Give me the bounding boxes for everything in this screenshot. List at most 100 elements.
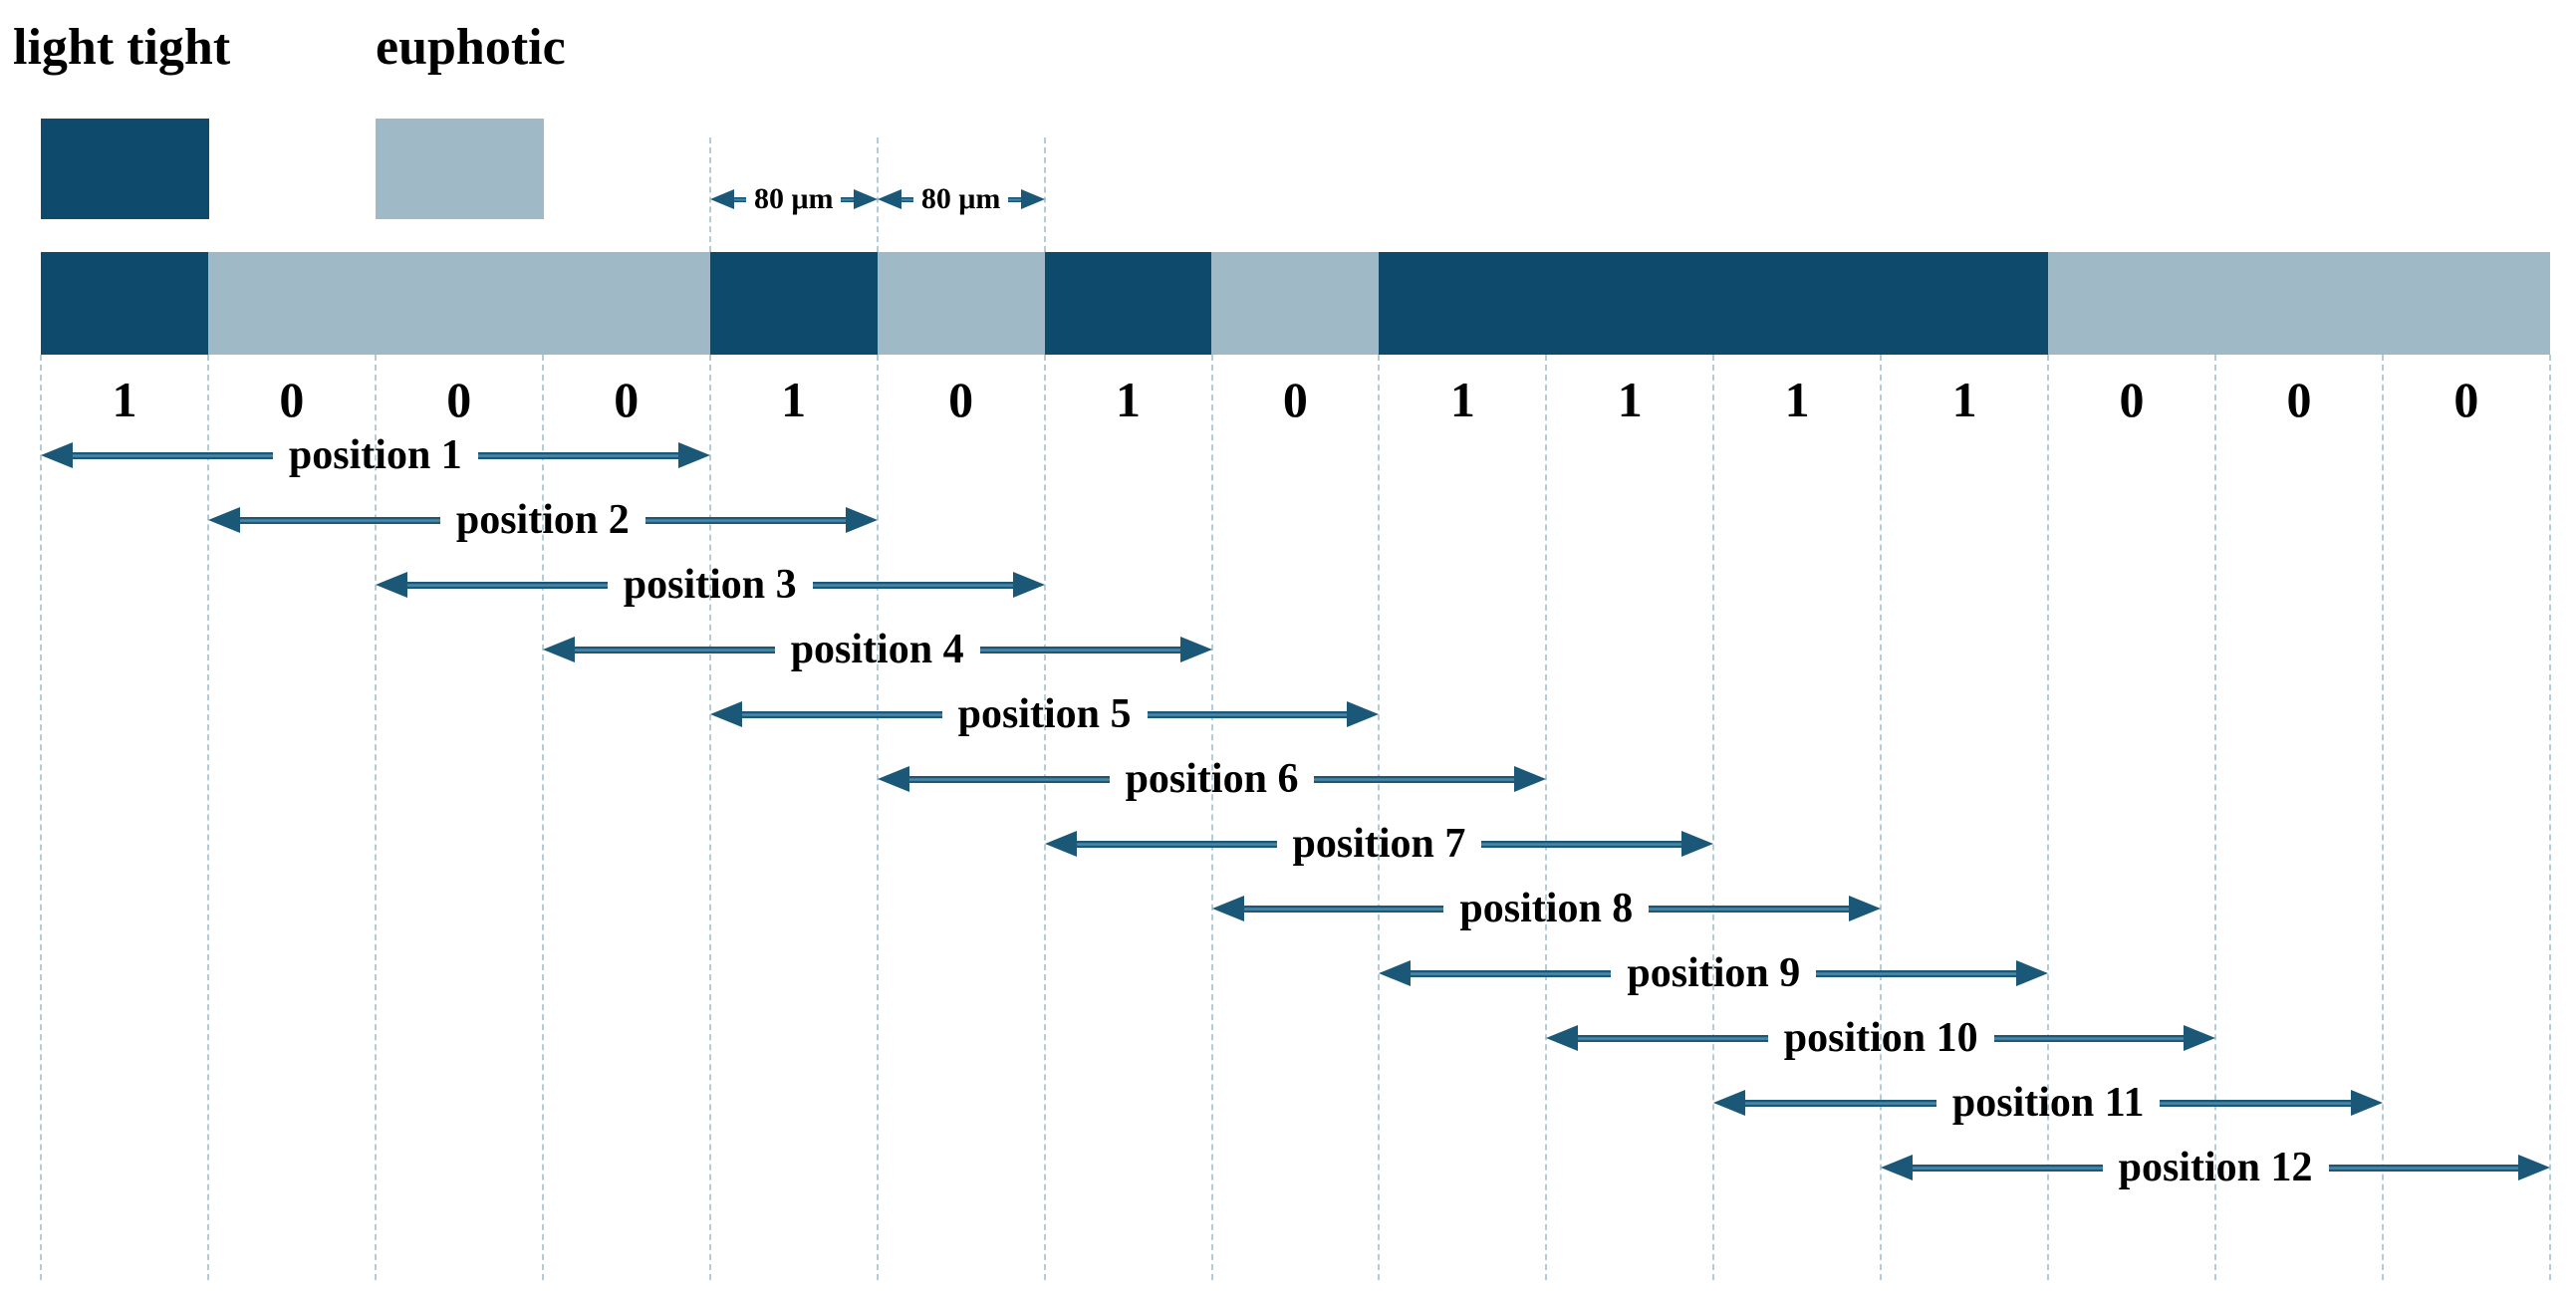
position-arrow-1: position 1: [41, 432, 710, 478]
arrow-shaft: [1008, 196, 1021, 202]
bit-value-14: 0: [2286, 372, 2312, 427]
bit-value-7: 1: [1115, 372, 1141, 427]
barcode-cell-6: [877, 252, 1045, 355]
right-arrowhead-icon: [677, 442, 710, 468]
position-arrow-7: position 7: [1044, 821, 1714, 867]
barcode-cell-1: [41, 252, 208, 355]
barcode-strip: [41, 252, 2550, 355]
bit-value-5: 1: [781, 372, 807, 427]
scale-arrow-1: 80 μm: [709, 181, 878, 217]
arrow-shaft: [1411, 969, 1612, 977]
arrow-shaft: [477, 451, 678, 459]
bit-value-10: 1: [1617, 372, 1643, 427]
bit-value-9: 1: [1449, 372, 1475, 427]
barcode-cell-12: [1881, 252, 2049, 355]
bit-value-11: 1: [1784, 372, 1810, 427]
arrow-shaft: [733, 196, 746, 202]
scale-arrow-2: 80 μm: [877, 181, 1045, 217]
barcode-cell-10: [1546, 252, 1714, 355]
position-arrow-6-label: position 6: [1125, 756, 1299, 802]
barcode-cell-13: [2048, 252, 2215, 355]
position-arrow-7-label: position 7: [1292, 821, 1466, 867]
position-arrow-11: position 11: [1713, 1080, 2384, 1126]
arrow-shaft: [841, 196, 854, 202]
position-arrow-2-label: position 2: [455, 497, 630, 543]
arrow-shaft: [239, 516, 440, 524]
position-arrow-10-label: position 10: [1783, 1015, 1978, 1061]
barcode-cell-9: [1379, 252, 1547, 355]
right-arrowhead-icon: [2517, 1155, 2550, 1180]
gridline: [2214, 355, 2217, 1280]
left-arrowhead-icon: [1546, 1025, 1579, 1051]
scale-arrow-2-label: 80 μm: [920, 182, 1001, 215]
position-arrow-12: position 12: [1881, 1145, 2550, 1190]
arrow-shaft: [1314, 775, 1515, 783]
right-arrowhead-icon: [1347, 701, 1380, 727]
bit-value-2: 0: [279, 372, 305, 427]
legend-label-euphotic: euphotic: [376, 19, 566, 76]
gridline: [1043, 355, 1046, 1280]
left-arrowhead-icon: [207, 507, 240, 533]
arrow-shaft: [812, 581, 1013, 589]
left-arrowhead-icon: [709, 701, 742, 727]
gridline: [374, 355, 377, 1280]
barcode-cell-11: [1713, 252, 1882, 355]
right-arrowhead-icon: [1681, 831, 1714, 857]
left-arrowhead-icon: [1379, 960, 1412, 986]
barcode-cell-7: [1044, 252, 1212, 355]
bit-value-4: 0: [614, 372, 640, 427]
bit-values-row: 1 0 0 0 1 0 1 0 1 1 1 1 0 0 0: [41, 373, 2550, 426]
right-arrowhead-icon: [2184, 1025, 2216, 1051]
barcode-cell-4: [542, 252, 710, 355]
right-arrowhead-icon: [853, 189, 878, 209]
bit-value-1: 1: [112, 372, 137, 427]
barcode-cell-2: [207, 252, 376, 355]
bit-value-3: 0: [446, 372, 472, 427]
position-arrow-8: position 8: [1211, 886, 1882, 931]
left-arrowhead-icon: [542, 637, 575, 662]
arrow-shaft: [1816, 969, 2017, 977]
gridline: [541, 355, 544, 1280]
left-arrowhead-icon: [1713, 1090, 1746, 1116]
left-arrowhead-icon: [375, 572, 407, 598]
right-arrowhead-icon: [1849, 896, 1882, 921]
left-arrowhead-icon: [1044, 831, 1077, 857]
left-arrowhead-icon: [877, 766, 909, 792]
legend-swatch-light-tight: [41, 119, 209, 219]
arrow-shaft: [406, 581, 608, 589]
barcode-cell-3: [375, 252, 543, 355]
left-arrowhead-icon: [877, 189, 902, 209]
right-arrowhead-icon: [1020, 189, 1045, 209]
position-arrow-9-label: position 9: [1627, 950, 1801, 996]
left-arrowhead-icon: [1211, 896, 1244, 921]
gridline: [2548, 355, 2551, 1280]
position-arrow-1-label: position 1: [288, 432, 462, 478]
gridline: [1043, 137, 1046, 252]
legend-label-light-tight: light tight: [13, 19, 231, 76]
position-arrow-4-label: position 4: [790, 627, 964, 672]
position-arrow-12-label: position 12: [2118, 1145, 2313, 1190]
gridline: [1880, 355, 1883, 1280]
arrow-shaft: [979, 646, 1180, 654]
barcode-cell-15: [2382, 252, 2550, 355]
arrow-shaft: [908, 775, 1110, 783]
barcode-cell-14: [2214, 252, 2383, 355]
bit-value-8: 0: [1282, 372, 1308, 427]
arrow-shaft: [2160, 1099, 2352, 1107]
position-arrow-3: position 3: [375, 562, 1045, 608]
bit-value-12: 1: [1951, 372, 1977, 427]
gridline: [1545, 355, 1548, 1280]
arrow-shaft: [901, 196, 913, 202]
arrow-shaft: [1993, 1034, 2185, 1042]
position-arrow-8-label: position 8: [1459, 886, 1634, 931]
left-arrowhead-icon: [41, 442, 73, 468]
gridline: [1712, 355, 1715, 1280]
arrow-shaft: [741, 710, 942, 718]
gridline: [2382, 355, 2385, 1280]
position-arrow-2: position 2: [207, 497, 878, 543]
gridline: [1210, 355, 1213, 1280]
arrow-shaft: [2328, 1164, 2518, 1172]
right-arrowhead-icon: [2016, 960, 2049, 986]
position-arrow-9: position 9: [1379, 950, 2049, 996]
